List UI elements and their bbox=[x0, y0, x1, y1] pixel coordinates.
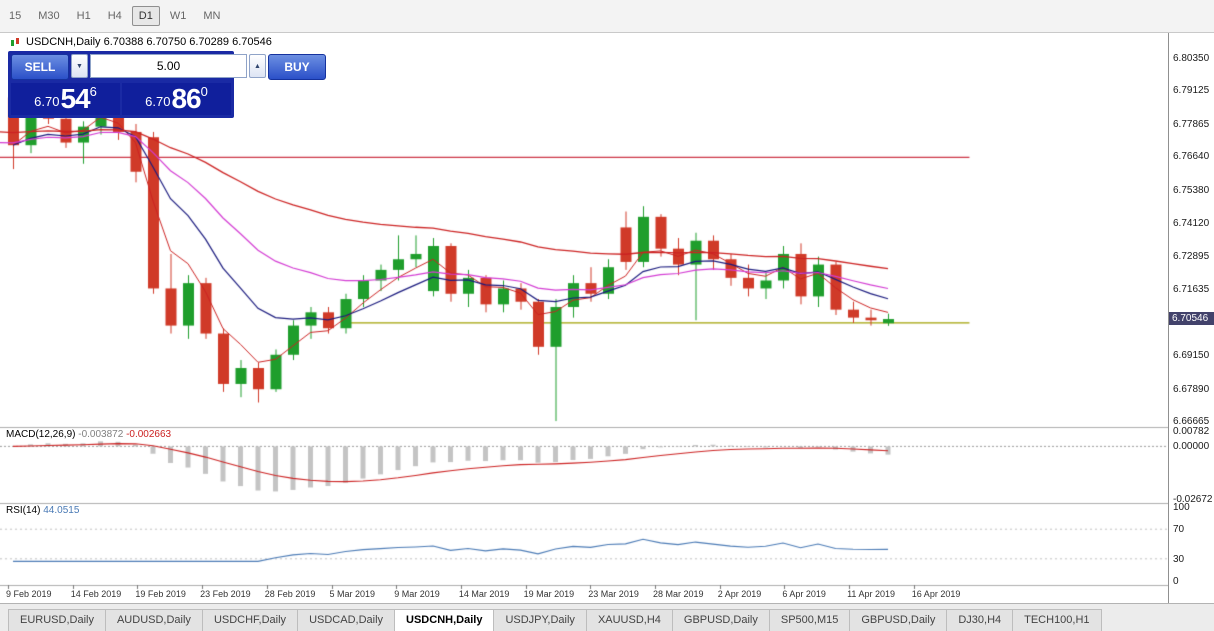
buy-button[interactable]: BUY bbox=[268, 54, 326, 80]
sell-button[interactable]: SELL bbox=[11, 54, 69, 80]
rsi-axis-label: 30 bbox=[1173, 553, 1185, 565]
timeframe-button-m30[interactable]: M30 bbox=[38, 10, 60, 22]
price-axis-label: 6.77865 bbox=[1173, 118, 1210, 130]
price-axis-label: 6.66665 bbox=[1173, 416, 1210, 427]
price-axis-label: 6.72895 bbox=[1173, 250, 1210, 262]
macd-name: MACD(12,26,9) bbox=[6, 429, 76, 440]
date-axis-label: 14 Mar 2019 bbox=[458, 589, 510, 599]
chart-tab-sp500-m15[interactable]: SP500,M15 bbox=[768, 609, 851, 631]
volume-increase-button[interactable]: ▲ bbox=[249, 54, 266, 78]
date-axis-label: 23 Mar 2019 bbox=[588, 589, 639, 599]
macd-indicator-label: MACD(12,26,9) -0.003872 -0.002663 bbox=[6, 429, 171, 440]
date-axis-label: 28 Mar 2019 bbox=[653, 589, 704, 599]
timeframe-button-w1[interactable]: W1 bbox=[169, 10, 187, 22]
buy-price-prefix: 6.70 bbox=[145, 94, 171, 109]
buy-price[interactable]: 6.70 86 0 bbox=[122, 83, 231, 115]
date-axis-label: 2 Apr 2019 bbox=[717, 589, 762, 599]
date-axis-label: 5 Mar 2019 bbox=[329, 589, 376, 599]
rsi-axis-label: 70 bbox=[1173, 524, 1185, 536]
price-axis: 6.70546 6.80350 6.79125 6.77865 6.76640 6.75… bbox=[1168, 33, 1214, 603]
timeframe-button-d1[interactable]: D1 bbox=[131, 6, 160, 26]
date-axis-label: 9 Feb 2019 bbox=[6, 589, 52, 599]
sell-price-prefix: 6.70 bbox=[34, 94, 60, 109]
rsi-axis-label: 100 bbox=[1173, 502, 1190, 513]
price-axis-label: 6.76640 bbox=[1173, 151, 1210, 163]
price-axis-label: 6.71635 bbox=[1173, 284, 1210, 296]
chart-area: USDCNH,Daily 6.70388 6.70750 6.70289 6.7… bbox=[0, 33, 1168, 603]
sell-price-big: 54 bbox=[60, 83, 90, 114]
rsi-name: RSI(14) bbox=[6, 505, 41, 516]
rsi-value: 44.0515 bbox=[43, 505, 80, 516]
chart-tab-usdchf-daily[interactable]: USDCHF,Daily bbox=[201, 609, 299, 631]
volume-decrease-button[interactable]: ▼ bbox=[71, 54, 88, 78]
chart-tab-tech100-h1[interactable]: TECH100,H1 bbox=[1012, 609, 1102, 631]
chart-tab-bar: EURUSD,Daily AUDUSD,Daily USDCHF,Daily USDC… bbox=[0, 603, 1214, 631]
chart-tab-usdjpy-daily[interactable]: USDJPY,Daily bbox=[493, 609, 587, 631]
chart-title: USDCNH,Daily 6.70388 6.70750 6.70289 6.7… bbox=[10, 36, 272, 48]
macd-axis-label: 0.00782 bbox=[1173, 426, 1210, 437]
macd-signal-value: -0.002663 bbox=[126, 429, 172, 440]
timeframe-button-15[interactable]: 15 bbox=[9, 10, 22, 22]
date-axis-label: 28 Feb 2019 bbox=[264, 589, 316, 599]
rsi-axis-label: 0 bbox=[1173, 576, 1179, 587]
date-axis-label: 19 Mar 2019 bbox=[523, 589, 575, 599]
chart-tab-gbpusd-daily[interactable]: GBPUSD,Daily bbox=[849, 609, 948, 631]
date-axis-label: 16 Apr 2019 bbox=[911, 589, 961, 599]
macd-main-value: -0.003872 bbox=[78, 429, 124, 440]
date-axis-label: 11 Apr 2019 bbox=[847, 589, 895, 599]
chart-tab-usdcnh-daily[interactable]: USDCNH,Daily bbox=[394, 609, 495, 631]
timeframe-button-h4[interactable]: H4 bbox=[107, 10, 122, 22]
price-axis-label: 6.79125 bbox=[1173, 85, 1210, 97]
chart-title-text: USDCNH,Daily 6.70388 6.70750 6.70289 6.7… bbox=[26, 36, 272, 48]
chart-tab-audusd-daily[interactable]: AUDUSD,Daily bbox=[104, 609, 203, 631]
price-axis-label: 6.67890 bbox=[1173, 383, 1210, 395]
volume-input[interactable] bbox=[90, 54, 247, 78]
timeframe-toolbar: 15 M30 H1 H4 D1 W1 MN bbox=[0, 0, 1214, 33]
sell-price[interactable]: 6.70 54 6 bbox=[11, 83, 120, 115]
macd-axis-label: -0.02672 bbox=[1173, 494, 1213, 505]
date-axis-label: 14 Feb 2019 bbox=[70, 589, 122, 599]
one-click-trade-panel: SELL ▼ ▲ BUY 6.70 54 6 6.70 86 0 bbox=[8, 51, 326, 118]
date-axis-label: 19 Feb 2019 bbox=[135, 589, 186, 599]
sell-price-sup: 6 bbox=[89, 84, 97, 99]
chart-tab-xauusd-h4[interactable]: XAUUSD,H4 bbox=[585, 609, 673, 631]
chart-tab-dj30-h4[interactable]: DJ30,H4 bbox=[946, 609, 1014, 631]
price-axis-label: 6.74120 bbox=[1173, 218, 1210, 230]
chart-tab-eurusd-daily[interactable]: EURUSD,Daily bbox=[8, 609, 106, 631]
price-axis-label: 6.80350 bbox=[1173, 53, 1210, 64]
macd-axis-label: 0.00000 bbox=[1173, 441, 1210, 453]
buy-price-big: 86 bbox=[171, 83, 201, 114]
chart-icon bbox=[11, 37, 19, 46]
chart-tab-usdcad-daily[interactable]: USDCAD,Daily bbox=[297, 609, 396, 631]
price-axis-label: 6.75380 bbox=[1173, 184, 1210, 196]
date-axis-label: 6 Apr 2019 bbox=[782, 589, 826, 599]
date-axis-label: 9 Mar 2019 bbox=[394, 589, 440, 599]
current-price-badge: 6.70546 bbox=[1169, 312, 1214, 326]
chart-tab-gbpusd-daily[interactable]: GBPUSD,Daily bbox=[671, 609, 770, 631]
date-axis-label: 23 Feb 2019 bbox=[200, 589, 251, 599]
timeframe-button-h1[interactable]: H1 bbox=[76, 10, 91, 22]
chart-canvas[interactable] bbox=[0, 33, 1168, 603]
rsi-indicator-label: RSI(14) 44.0515 bbox=[6, 505, 79, 516]
buy-price-sup: 0 bbox=[200, 84, 208, 99]
price-axis-label: 6.69150 bbox=[1173, 350, 1210, 362]
timeframe-button-mn[interactable]: MN bbox=[203, 10, 221, 22]
